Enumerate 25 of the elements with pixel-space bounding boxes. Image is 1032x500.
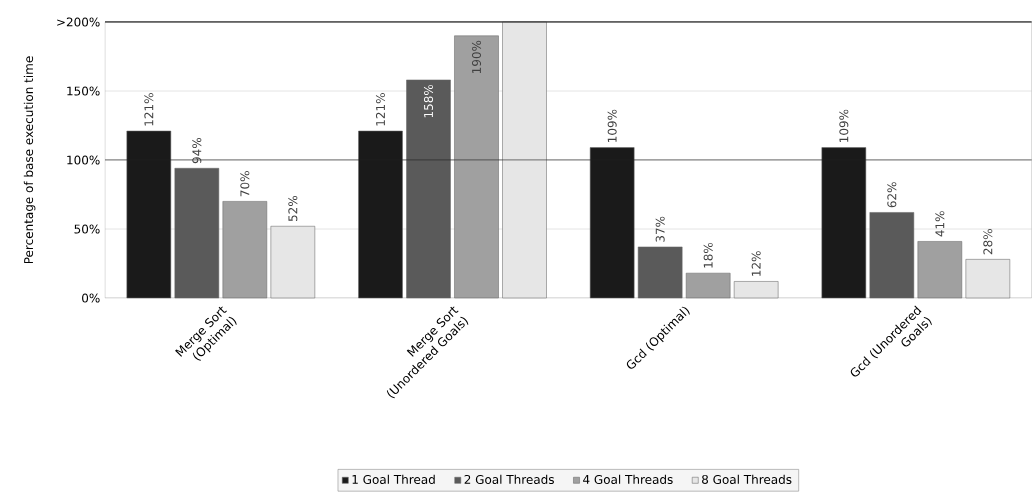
data-label: 190%: [471, 40, 482, 74]
y-tick-label: 100%: [67, 155, 100, 165]
y-tick-label: 0%: [82, 293, 100, 303]
y-axis-title: Percentage of base execution time: [23, 56, 36, 264]
data-label: 158%: [423, 84, 434, 118]
data-label: 70%: [240, 171, 250, 197]
data-label: 37%: [655, 216, 665, 242]
legend-label: 8 Goal Threads: [702, 474, 792, 484]
y-tick-label: 150%: [67, 86, 100, 96]
data-label: 109%: [607, 109, 617, 142]
data-label: 94%: [192, 138, 202, 164]
data-label: 62%: [887, 182, 897, 208]
data-label: 18%: [703, 242, 713, 268]
y-tick-label: >200%: [57, 17, 100, 27]
data-label: 109%: [839, 109, 849, 142]
legend-label: 1 Goal Thread: [352, 474, 435, 484]
data-label: 121%: [375, 93, 386, 126]
legend-label: 4 Goal Threads: [583, 474, 673, 484]
y-tick-label: 50%: [74, 224, 100, 234]
legend-label: 2 Goal Threads: [464, 474, 554, 484]
data-label: 52%: [288, 195, 298, 222]
data-label: 28%: [983, 229, 993, 255]
data-label: 121%: [144, 93, 154, 126]
data-label: 12%: [751, 251, 761, 276]
data-label: 41%: [935, 211, 945, 237]
